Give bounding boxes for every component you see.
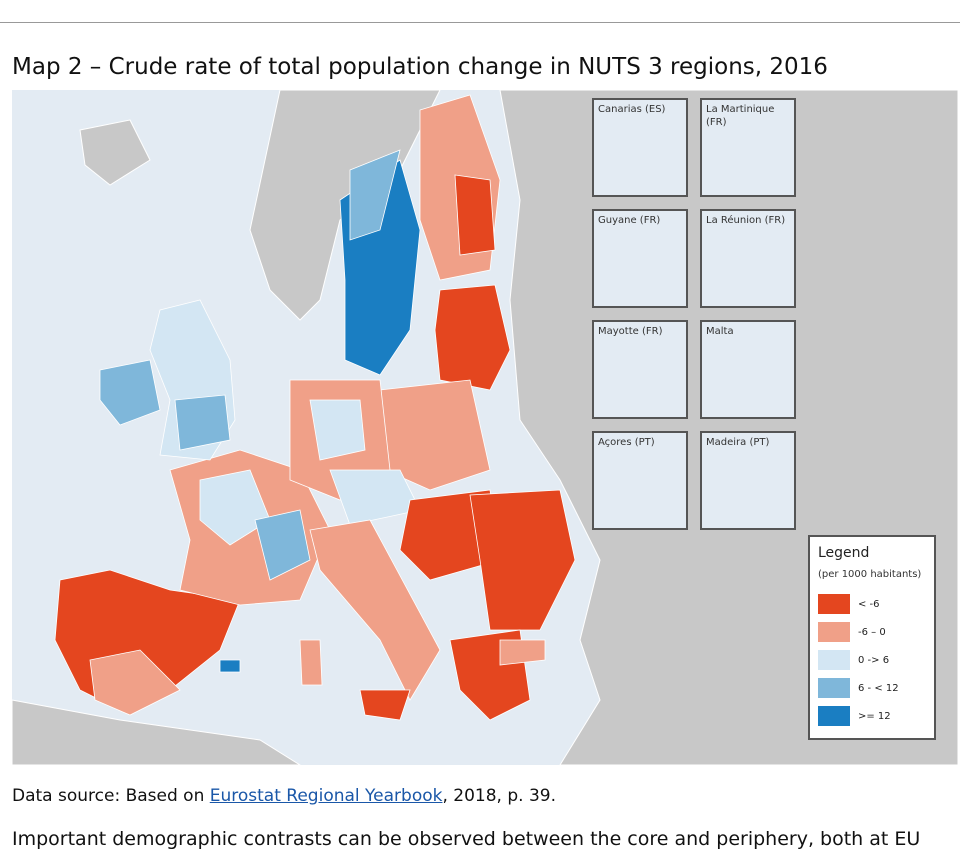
legend-item: -6 – 0: [818, 618, 926, 646]
legend-swatch: [818, 594, 850, 614]
title: Map 2 – Crude rate of total population c…: [12, 54, 828, 80]
inset-label: Canarias (ES): [598, 104, 666, 115]
inset-label: Guyane (FR): [598, 215, 661, 226]
rule: [0, 22, 960, 23]
inset-label: La Réunion (FR): [706, 215, 786, 226]
inset-label: La Martinique (FR): [706, 104, 775, 128]
inset: Madeira (PT): [700, 431, 796, 530]
inset: Guyane (FR): [592, 209, 688, 308]
inset: Canarias (ES): [592, 98, 688, 197]
legend-item: >= 12: [818, 702, 926, 730]
legend-title: Legend: [818, 545, 870, 561]
legend-label: -6 – 0: [858, 626, 886, 638]
inset-label: Açores (PT): [598, 437, 655, 448]
legend-swatch: [818, 706, 850, 726]
legend-subtitle: (per 1000 habitants): [818, 569, 922, 580]
legend-swatch: [818, 622, 850, 642]
inset: Malta: [700, 320, 796, 419]
legend-label: 0 -> 6: [858, 654, 890, 666]
source: Data source: Based on Eurostat Regional …: [12, 786, 556, 806]
source-suffix: , 2018, p. 39.: [442, 786, 556, 806]
legend-item: 6 - < 12: [818, 674, 926, 702]
inset: Mayotte (FR): [592, 320, 688, 419]
legend-swatch: [818, 678, 850, 698]
legend-label: >= 12: [858, 710, 891, 722]
legend-label: < -6: [858, 598, 880, 610]
source-prefix: Data source: Based on: [12, 786, 210, 806]
body-text: Important demographic contrasts can be o…: [12, 828, 921, 849]
inset: La Réunion (FR): [700, 209, 796, 308]
legend-label: 6 - < 12: [858, 682, 899, 694]
source-link[interactable]: Eurostat Regional Yearbook: [209, 786, 443, 806]
legend-item: 0 -> 6: [818, 646, 926, 674]
inset: La Martinique (FR): [700, 98, 796, 197]
legend: Legend (per 1000 habitants) < -6 -6 – 0 0 …: [808, 535, 936, 740]
inset-label: Malta: [706, 326, 734, 337]
inset: Açores (PT): [592, 431, 688, 530]
legend-item: < -6: [818, 590, 926, 618]
legend-items: < -6 -6 – 0 0 -> 6 6 - < 12 >= 12: [818, 590, 926, 730]
inset-label: Mayotte (FR): [598, 326, 663, 337]
legend-swatch: [818, 650, 850, 670]
inset-label: Madeira (PT): [706, 437, 770, 448]
